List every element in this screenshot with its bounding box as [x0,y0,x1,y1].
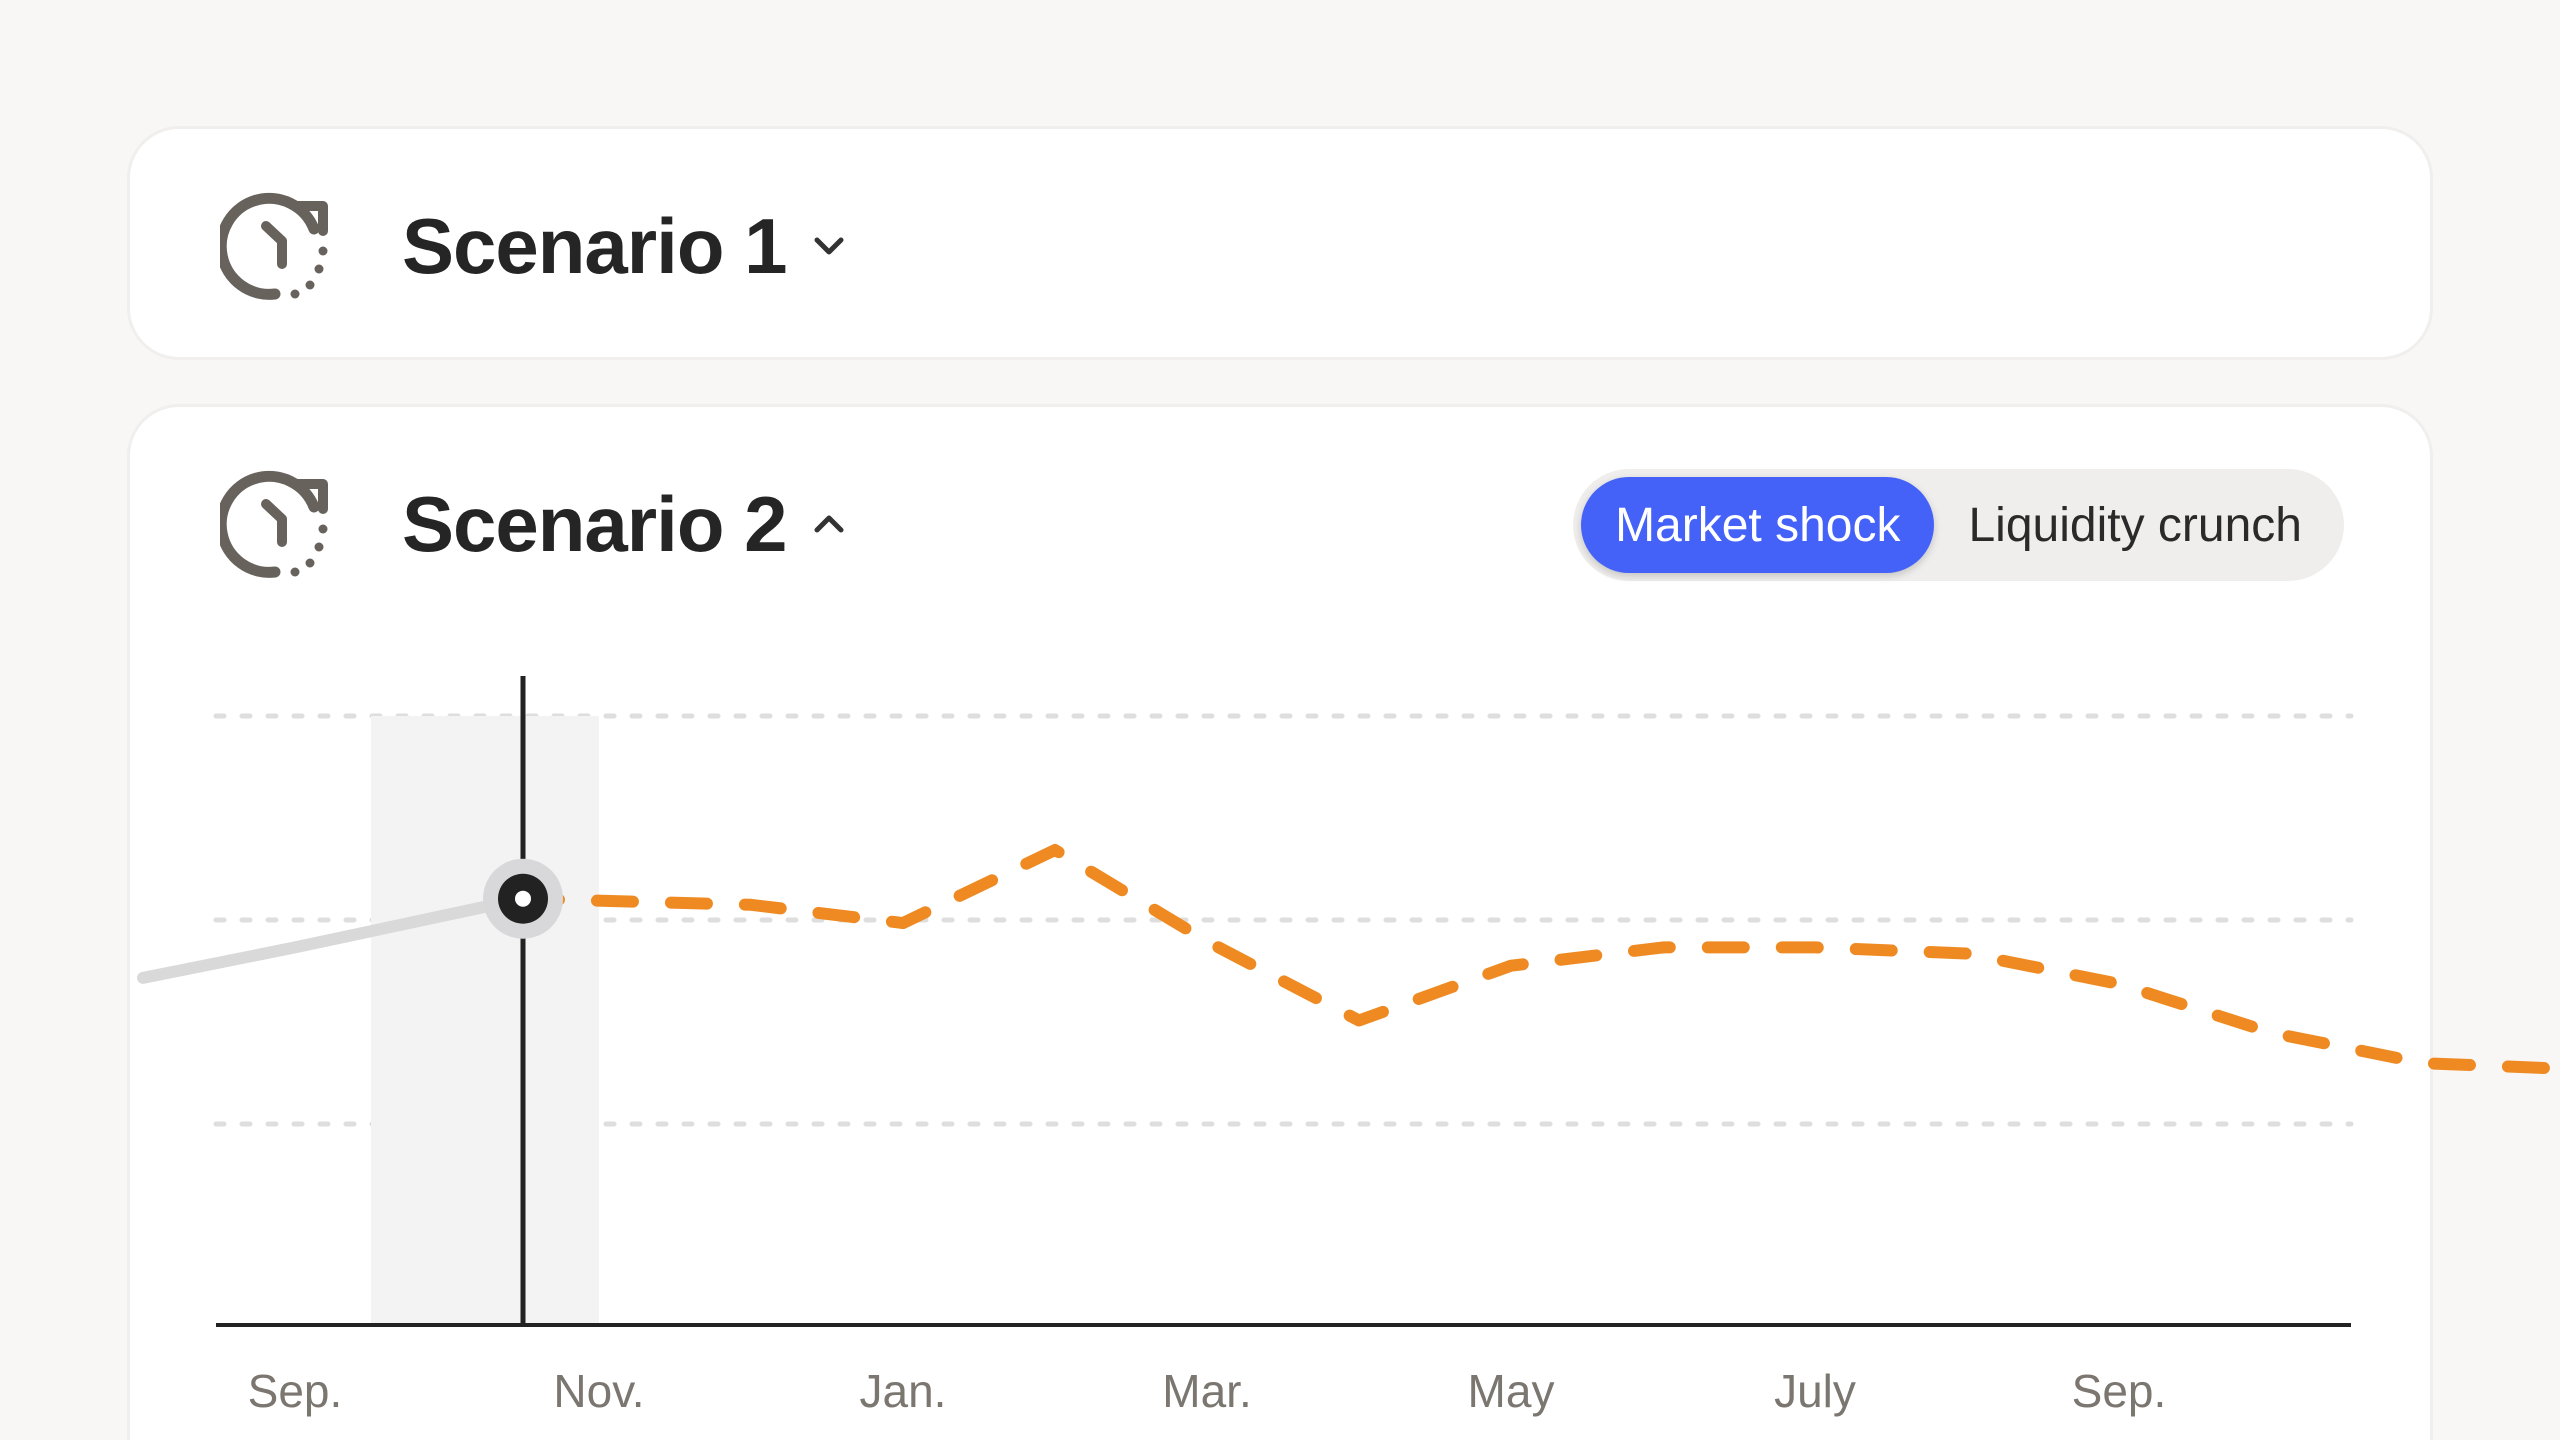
liquidity-crunch-button[interactable]: Liquidity crunch [1968,498,2302,552]
history-series-line [137,892,529,984]
x-tick-label: May [1468,1365,1555,1417]
hover-highlight-band [371,716,599,1325]
chevron-down-icon[interactable] [809,226,849,266]
x-tick-label: Jan. [860,1365,947,1417]
x-tick-label: Mar. [1162,1365,1251,1417]
scenario-chart: Sep. Nov. Jan. Mar. May July Sep. [137,676,2560,1417]
clock-restore-icon [220,192,328,300]
market-shock-button[interactable]: Market shock [1581,477,1935,573]
hover-point-center [515,890,531,907]
scenario-card-1[interactable]: Scenario 1 [127,126,2433,360]
projection-series-line [517,843,2560,1075]
x-tick-label: July [1774,1365,1856,1417]
chevron-up-icon[interactable] [809,504,849,544]
scenario-title-text: Scenario 1 [402,202,788,290]
x-tick-label: Sep. [248,1365,343,1417]
scenario-title[interactable]: Scenario 1 [402,207,849,285]
clock-restore-icon [220,470,328,578]
scenario-title[interactable]: Scenario 2 [402,485,849,563]
scenario-card-2: Scenario 2 Market shock Liquidity crunch… [127,404,2560,1440]
x-tick-label: Nov. [553,1365,644,1417]
x-tick-label: Sep. [2072,1365,2167,1417]
scenario-title-text: Scenario 2 [402,480,788,568]
scenario-type-toggle: Market shock Liquidity crunch [1573,469,2344,581]
chart-grid [213,713,2354,1127]
